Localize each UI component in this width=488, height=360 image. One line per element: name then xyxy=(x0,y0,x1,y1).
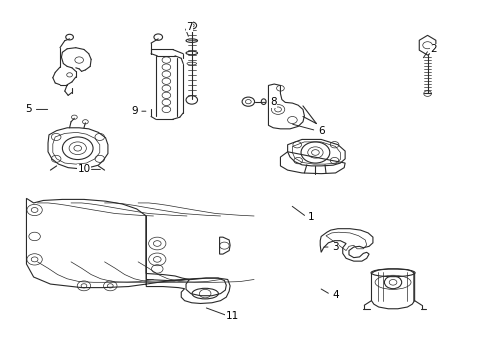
Text: 8: 8 xyxy=(269,98,276,107)
Text: 1: 1 xyxy=(307,212,314,222)
Text: 7: 7 xyxy=(186,22,192,32)
Text: 11: 11 xyxy=(225,311,239,321)
Text: 5: 5 xyxy=(25,104,32,114)
Text: 2: 2 xyxy=(429,45,436,54)
Text: 9: 9 xyxy=(131,106,137,116)
Text: 10: 10 xyxy=(77,165,90,174)
Text: 4: 4 xyxy=(331,290,338,300)
Text: 3: 3 xyxy=(331,242,338,252)
Text: 6: 6 xyxy=(317,126,324,136)
